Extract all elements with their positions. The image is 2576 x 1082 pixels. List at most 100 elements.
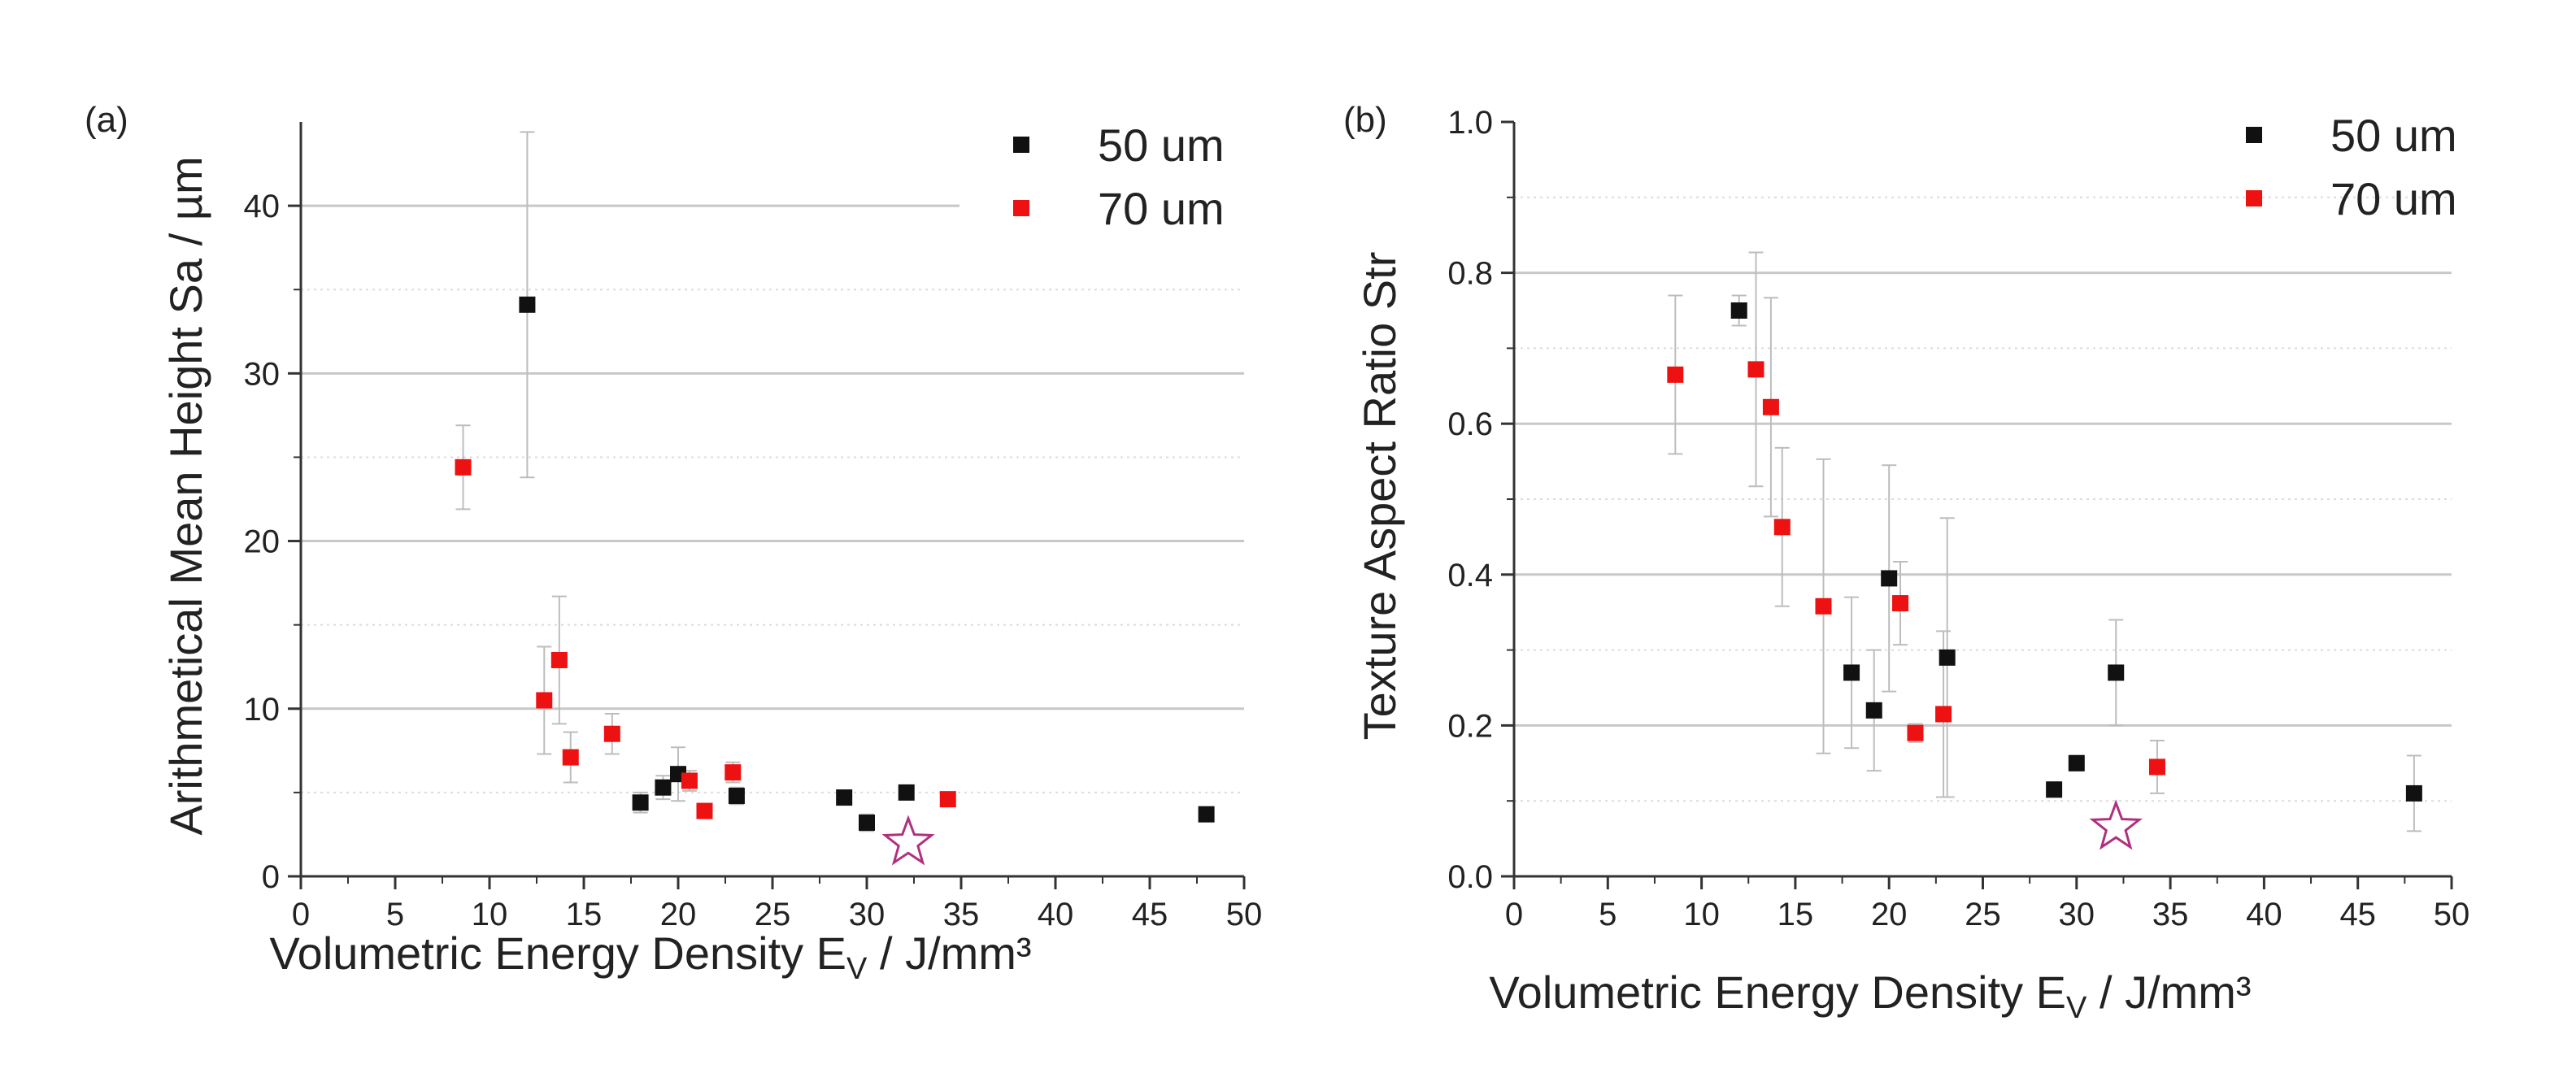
- x-tick-label: 5: [386, 897, 404, 932]
- panel-b-x-axis-label-sub: V: [2066, 991, 2087, 1025]
- data-point-70um: [681, 772, 698, 789]
- y-tick-label: 0.0: [1447, 859, 1493, 895]
- panel-a-x-axis-label-main: Volumetric Energy Density E: [269, 928, 846, 979]
- y-tick-label: 40: [244, 189, 281, 224]
- y-tick-label: 30: [244, 356, 281, 392]
- x-tick-label: 30: [2059, 897, 2095, 932]
- data-point-70um: [1667, 366, 1684, 383]
- data-point-50um: [655, 779, 672, 796]
- data-point-50um: [1881, 570, 1898, 587]
- panel-b-highlight: [2089, 799, 2143, 850]
- data-point-50um: [1843, 664, 1860, 681]
- x-tick-label: 5: [1599, 897, 1617, 932]
- x-tick-label: 15: [566, 897, 603, 932]
- data-point-70um: [550, 651, 568, 668]
- panel-a-legend: 50 um 70 um: [1013, 119, 1225, 234]
- panel-b-legend-marker-70um: [2246, 190, 2262, 206]
- panel-a-highlight: [881, 815, 935, 866]
- y-tick-label: 20: [244, 524, 281, 560]
- panel-a-label: (a): [85, 100, 128, 140]
- y-tick-label: 0.6: [1447, 406, 1493, 442]
- y-tick-label: 1.0: [1447, 105, 1493, 141]
- x-tick-label: 10: [1683, 897, 1720, 932]
- panel-b-x-axis-label-unit: / J/mm³: [2086, 967, 2251, 1018]
- panel-a-ticks: 0 5 10 15 20 25 30 35 40 45 50 0 10 20 30 40: [244, 189, 1263, 932]
- panel-b-x-axis-label: Volumetric Energy Density EV / J/mm³: [1489, 967, 2251, 1025]
- panel-a-grid: [301, 204, 1244, 793]
- data-point-50um: [859, 815, 875, 832]
- data-point-50um: [1730, 302, 1747, 319]
- x-tick-label: 20: [1871, 897, 1908, 932]
- star-marker: [2089, 799, 2143, 850]
- y-tick-label: 0: [262, 859, 280, 895]
- data-point-70um: [724, 764, 742, 781]
- data-point-70um: [1762, 398, 1779, 415]
- panel-b-legend-label-50um: 50 um: [2330, 110, 2457, 161]
- x-tick-label: 45: [1132, 897, 1168, 932]
- x-tick-label: 40: [2246, 897, 2282, 932]
- x-tick-label: 40: [1038, 897, 1074, 932]
- data-point-70um: [536, 692, 553, 709]
- y-tick-label: 0.8: [1447, 256, 1493, 292]
- y-tick-label: 0.2: [1447, 708, 1493, 744]
- data-point-50um: [1939, 649, 1956, 666]
- panel-a-legend-label-50um: 50 um: [1098, 119, 1225, 171]
- panel-a-x-axis-label-sub: V: [846, 952, 868, 986]
- x-tick-label: 20: [660, 897, 697, 932]
- panel-a-x-axis-label: Volumetric Energy Density EV / J/mm³: [269, 928, 1031, 986]
- data-point-70um: [562, 749, 579, 766]
- data-point-50um: [836, 789, 853, 806]
- panel-b-str-chart: (b) 0 5 10 15 20 25 30 35 40 45 50 0.0 0.2 0.4 0.6 0.8 1…: [1343, 100, 2469, 1025]
- panel-b-grid: [1514, 196, 2452, 802]
- data-point-50um: [2108, 664, 2125, 681]
- x-tick-label: 45: [2339, 897, 2376, 932]
- x-tick-label: 0: [1505, 897, 1523, 932]
- x-tick-label: 0: [292, 897, 310, 932]
- data-point-70um: [603, 725, 620, 742]
- panel-b-legend-label-70um: 70 um: [2330, 173, 2457, 224]
- x-tick-label: 25: [1965, 897, 2001, 932]
- panel-b-legend: 50 um 70 um: [2246, 110, 2457, 224]
- panel-b-legend-marker-50um: [2246, 127, 2262, 143]
- panel-a-points: [455, 296, 1215, 832]
- x-tick-label: 10: [472, 897, 508, 932]
- panel-b-error-bars: [1668, 251, 2422, 832]
- panel-a-sa-chart: (a) 0 5 10 15 20 25 30 35 40 45 50 0 10 20 30 40 Arithm…: [85, 100, 1262, 986]
- x-tick-label: 35: [2152, 897, 2189, 932]
- panel-b-y-axis-label: Texture Aspect Ratio Str: [1354, 252, 1405, 741]
- data-point-70um: [1935, 706, 1952, 723]
- data-point-50um: [1865, 702, 1882, 719]
- data-point-70um: [696, 802, 713, 819]
- panel-a-legend-marker-70um: [1013, 200, 1029, 216]
- data-point-50um: [1198, 806, 1215, 823]
- x-tick-label: 25: [755, 897, 791, 932]
- panel-a-axes: [299, 122, 1244, 878]
- x-tick-label: 35: [943, 897, 980, 932]
- data-point-70um: [1773, 519, 1791, 536]
- y-tick-label: 0.4: [1447, 558, 1493, 593]
- data-point-70um: [939, 791, 956, 808]
- data-point-70um: [1907, 724, 1924, 741]
- data-point-70um: [1815, 597, 1832, 615]
- panel-a-legend-label-70um: 70 um: [1098, 183, 1225, 234]
- panel-a-y-axis-label: Arithmetical Mean Height Sa / µm: [160, 156, 211, 835]
- data-point-50um: [2405, 784, 2422, 802]
- data-point-50um: [898, 784, 915, 801]
- x-tick-label: 50: [1226, 897, 1263, 932]
- data-point-70um: [455, 458, 472, 476]
- panel-a-x-axis-label-unit: / J/mm³: [867, 928, 1031, 979]
- y-tick-label: 10: [244, 692, 281, 728]
- x-tick-label: 30: [849, 897, 886, 932]
- data-point-70um: [1892, 595, 1909, 612]
- data-point-70um: [1747, 361, 1764, 378]
- panel-a-legend-marker-50um: [1013, 137, 1029, 153]
- panel-b-label: (b): [1343, 100, 1387, 140]
- panel-b-x-axis-label-main: Volumetric Energy Density E: [1489, 967, 2066, 1018]
- data-point-50um: [2046, 781, 2063, 798]
- data-point-50um: [519, 296, 536, 313]
- panel-b-ticks: 0 5 10 15 20 25 30 35 40 45 50 0.0 0.2 0.4 0.6 0.8 1.0: [1447, 105, 2469, 932]
- data-point-50um: [632, 794, 649, 811]
- x-tick-label: 50: [2434, 897, 2470, 932]
- star-marker: [881, 815, 935, 866]
